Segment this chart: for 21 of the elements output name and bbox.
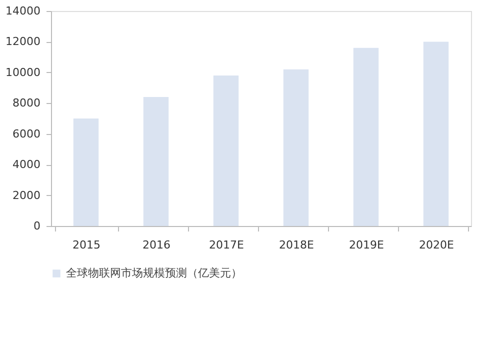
y-tick-label: 6000 [12, 127, 40, 140]
bar [73, 118, 99, 226]
x-tick-label: 2020E [419, 238, 454, 252]
bar [143, 97, 169, 226]
bar [213, 76, 239, 226]
y-tick-label: 14000 [6, 4, 40, 18]
x-tick-label: 2018E [279, 238, 314, 252]
y-tick-label: 10000 [6, 66, 40, 79]
y-tick-label: 2000 [12, 188, 40, 202]
y-tick-label: 12000 [6, 35, 40, 48]
x-tick-label: 2019E [349, 238, 384, 252]
bar [423, 42, 449, 226]
bar [353, 48, 379, 226]
legend-label: 全球物联网市场规模预测（亿美元） [66, 266, 242, 280]
y-tick-label: 0 [34, 220, 40, 232]
y-tick-label: 8000 [12, 96, 40, 110]
x-tick-label: 2016 [142, 238, 170, 252]
bar [283, 69, 309, 226]
x-tick-label: 2017E [209, 238, 244, 252]
y-tick-label: 4000 [12, 158, 40, 172]
x-tick-label: 2015 [72, 238, 100, 252]
